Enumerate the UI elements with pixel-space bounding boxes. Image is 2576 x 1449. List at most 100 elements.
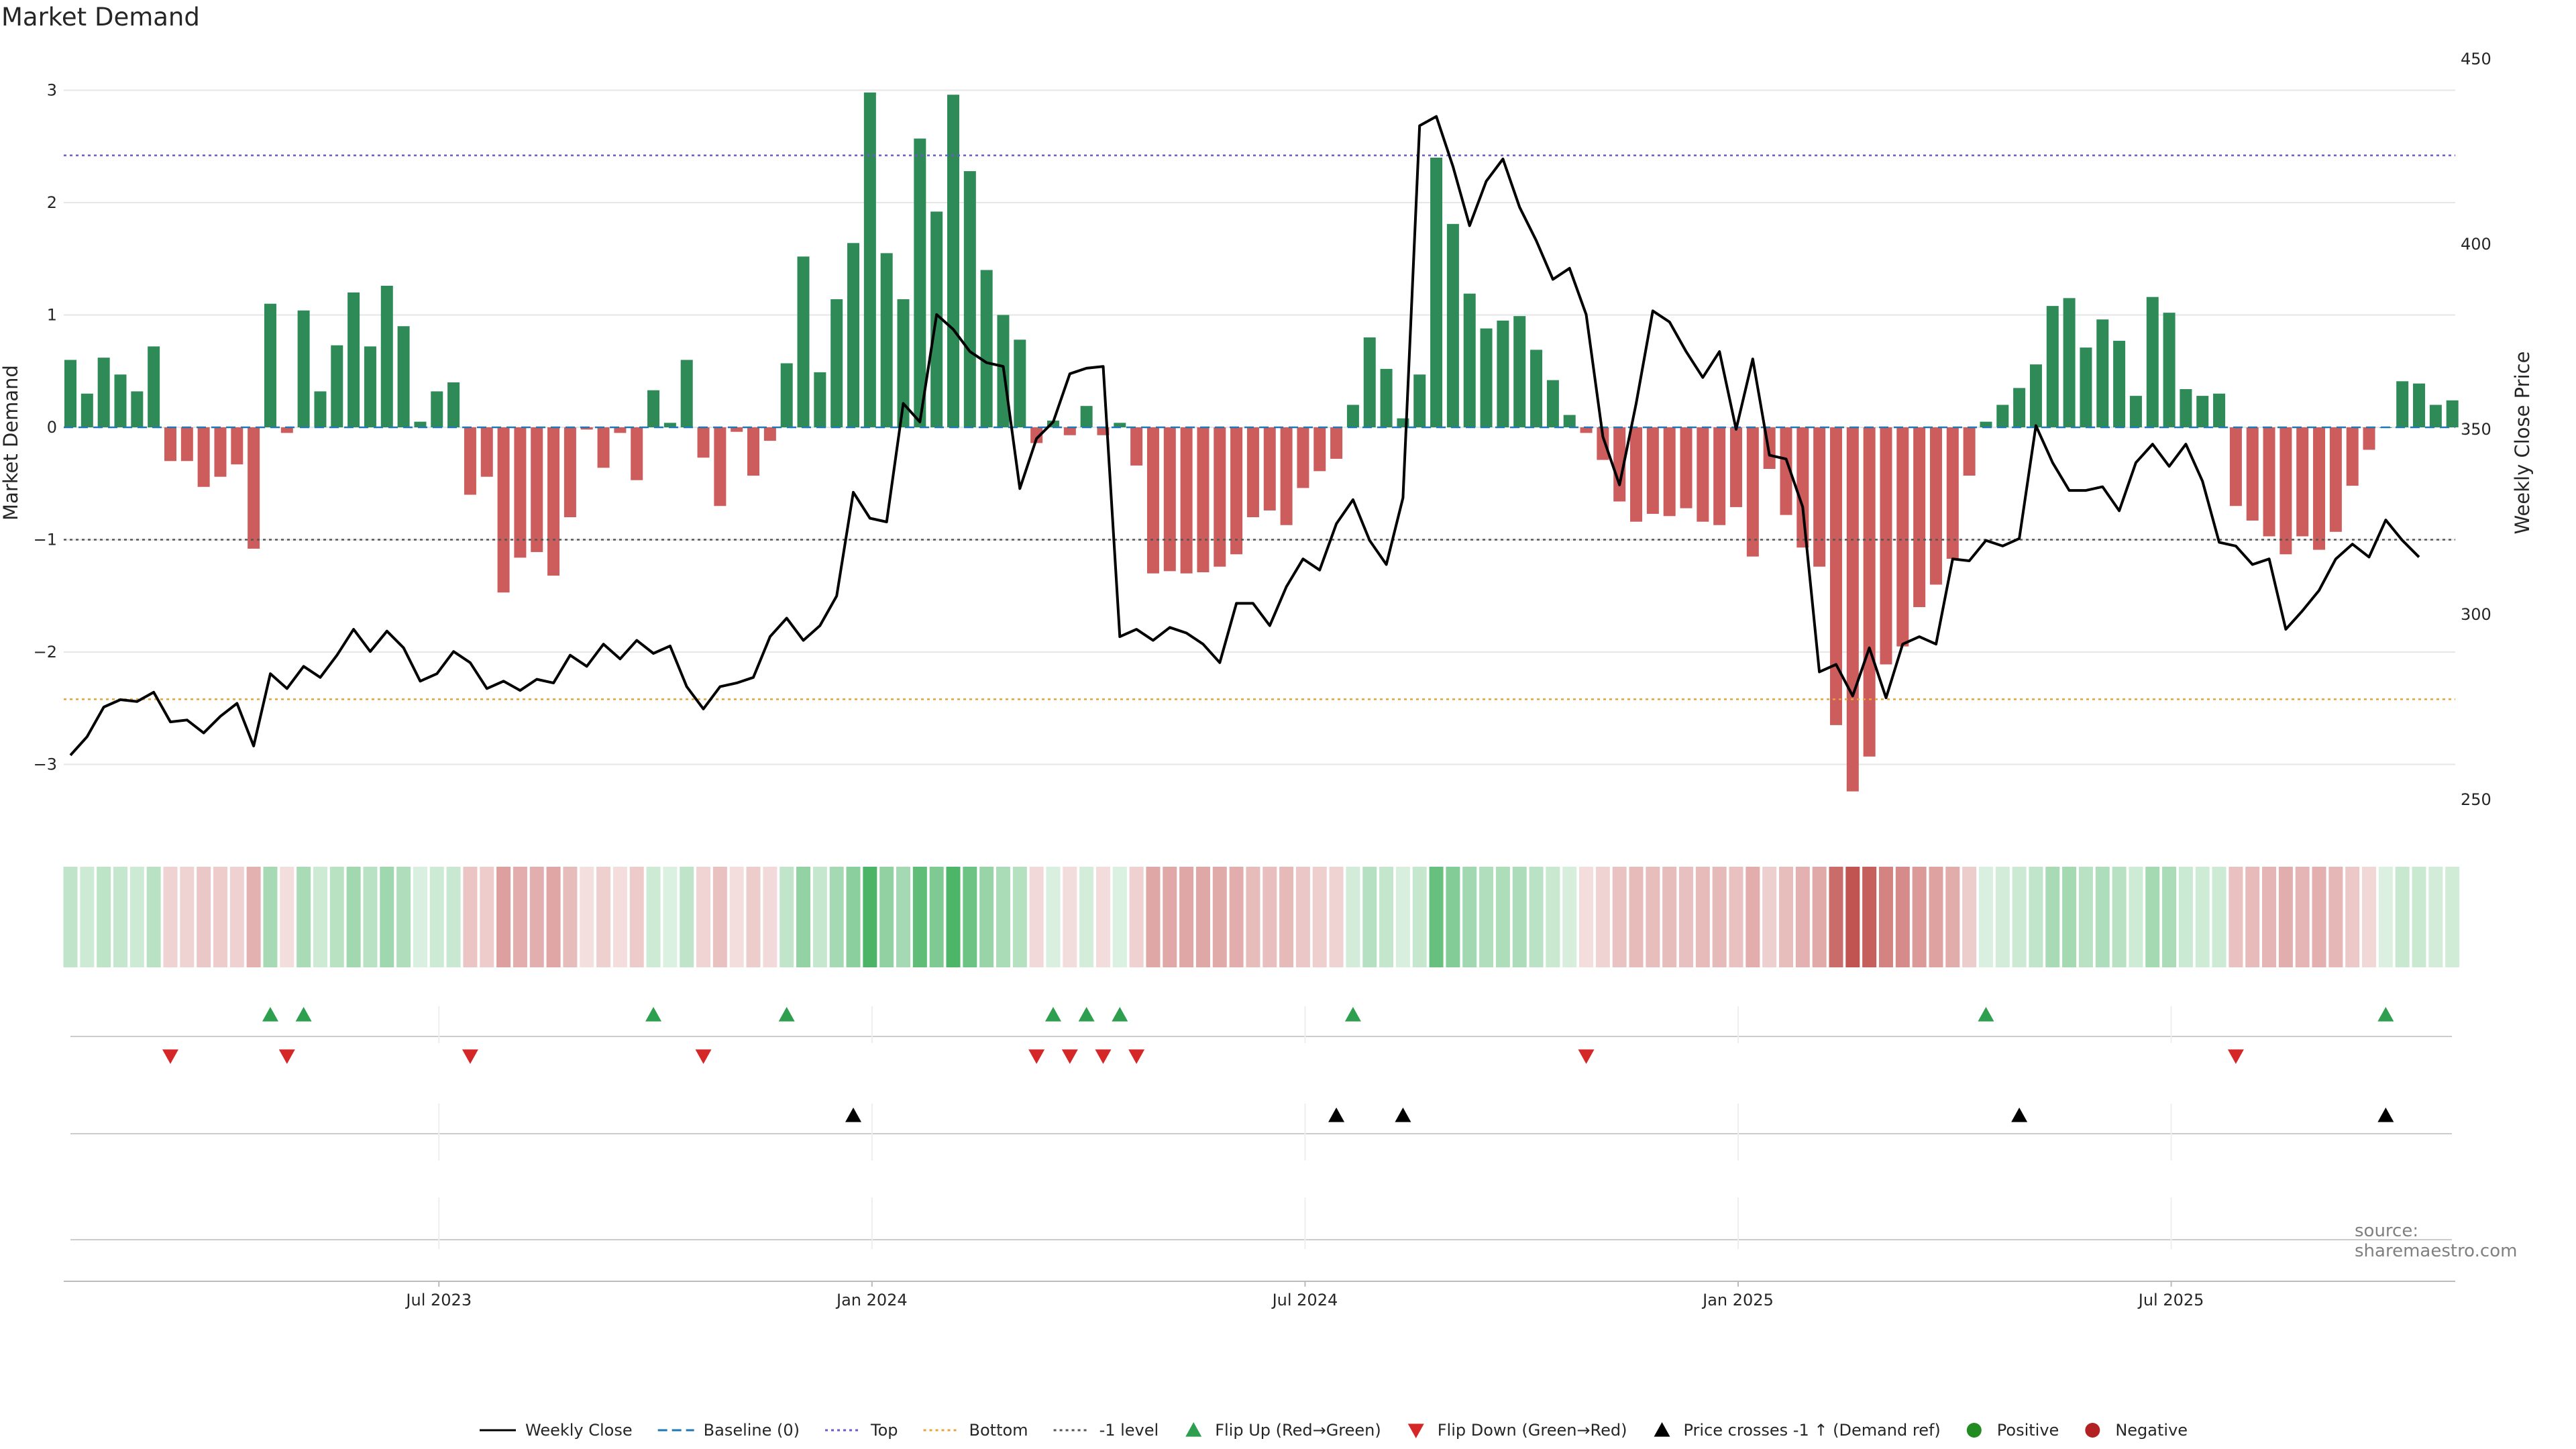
demand-heat-cell [263,867,278,967]
demand-heat-cell [1063,867,1077,967]
price-cross-marker [2377,1108,2394,1122]
demand-heat-cell [546,867,561,967]
demand-heat-cell [596,867,611,967]
left-tick-label: −3 [34,755,57,774]
demand-heat-cell [1412,867,1427,967]
demand-heat-cell [396,867,411,967]
legend-label: Negative [2115,1421,2188,1440]
demand-heat-cell [229,867,244,967]
demand-heat-cell [680,867,694,967]
demand-heat-cell [2212,867,2226,967]
demand-heat-cell [1046,867,1061,967]
demand-bar [614,427,627,433]
demand-heat-cell [2295,867,2310,967]
demand-bar [747,427,760,476]
left-axis-label: Market Demand [0,365,22,521]
demand-bar [2180,389,2192,427]
demand-bar [1996,405,2009,427]
demand-bar [248,427,260,549]
demand-bar [1214,427,1226,567]
demand-heat-cell [313,867,327,967]
demand-bar [1380,368,1393,427]
demand-bar [2146,297,2159,427]
demand-heat-cell [663,867,678,967]
legend-swatch [1966,1423,1982,1438]
demand-heat-cell [1163,867,1177,967]
demand-heat-cell [1762,867,1777,967]
demand-heat-cell [1312,867,1327,967]
demand-heat-cell [863,867,877,967]
demand-bar [780,363,793,427]
flip-down-marker [1578,1049,1595,1064]
demand-bar [1097,427,1110,435]
demand-bar [264,303,276,427]
demand-bar [1513,316,1526,427]
flip-up-marker [1044,1007,1061,1022]
demand-bar [114,374,127,427]
demand-bar [2163,313,2176,427]
demand-bar [1697,427,1709,522]
flip-down-marker [462,1049,478,1064]
demand-heat-cell [963,867,977,967]
demand-heat-cell [363,867,378,967]
demand-heat-cell [1829,867,1843,967]
flip-up-marker [778,1007,795,1022]
demand-bar [1480,328,1493,427]
flip-down-marker [1095,1049,1112,1064]
demand-bar [314,391,327,427]
left-tick-label: 1 [47,306,57,325]
demand-heat-cell [1429,867,1444,967]
demand-heat-cell [646,867,661,967]
demand-heat-cell [80,867,95,967]
demand-bar [2263,427,2275,537]
demand-bar [631,427,643,480]
demand-heat-cell [2229,867,2243,967]
demand-bar [2246,427,2259,521]
demand-heat-cell [763,867,777,967]
demand-heat-cell [829,867,844,967]
demand-bar [1280,427,1293,525]
demand-bar [397,326,410,427]
demand-heat-cell [1446,867,1460,967]
demand-bar [1080,406,1093,427]
demand-heat-cell [529,867,544,967]
demand-bar [564,427,576,517]
x-tick-label: Jan 2025 [1701,1291,1774,1309]
demand-bar [1680,427,1693,508]
demand-heat-cell [696,867,711,967]
demand-bar [1746,427,1759,557]
demand-heat-cell [1479,867,1494,967]
flip-down-marker [162,1049,178,1064]
demand-heat-cell [979,867,994,967]
flip-up-marker [262,1007,278,1022]
demand-heat-cell [180,867,195,967]
demand-bar [697,427,710,458]
demand-bar [1030,427,1043,443]
demand-bar [1846,427,1859,792]
demand-bar [2080,347,2092,427]
left-tick-label: 3 [47,81,57,100]
right-tick-label: 300 [2461,605,2491,624]
demand-heat-cell [1712,867,1727,967]
demand-heat-cell [2012,867,2027,967]
demand-heat-cell [563,867,578,967]
demand-bar [814,372,826,427]
weekly-close-line [69,115,2420,757]
demand-heat-cell [1279,867,1294,967]
demand-bar [1829,427,1842,725]
demand-bar [2413,383,2426,427]
demand-bar [497,427,510,593]
demand-heat-cell [1646,867,1660,967]
demand-heat-cell [912,867,927,967]
demand-heat-cell [2029,867,2043,967]
demand-bar [64,360,76,427]
price-cross-marker [845,1108,862,1122]
legend-swatch [1654,1422,1670,1437]
demand-heat-cell [429,867,444,967]
demand-bar [1730,427,1742,507]
demand-heat-cell [2112,867,2127,967]
demand-bar [2279,427,2292,555]
demand-heat-cell [1595,867,1610,967]
demand-bar [164,427,176,462]
